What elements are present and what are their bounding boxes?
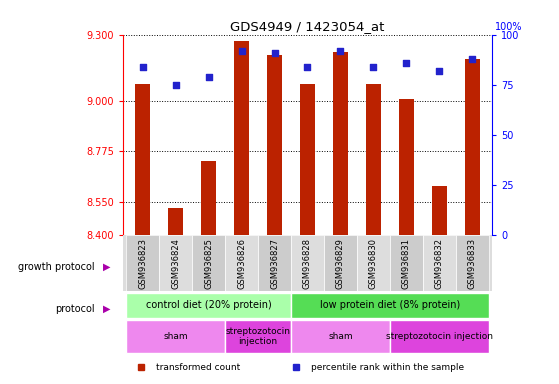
Point	[171, 81, 180, 88]
Bar	[366, 84, 381, 235]
Bar	[357, 235, 390, 291]
Point	[138, 63, 147, 70]
Point	[336, 48, 345, 54]
Bar	[225, 235, 258, 291]
Bar	[291, 235, 324, 291]
Bar	[168, 208, 183, 235]
Bar	[126, 293, 291, 318]
Text: GSM936830: GSM936830	[369, 238, 378, 289]
Text: ▶: ▶	[103, 304, 111, 314]
Text: GSM936826: GSM936826	[237, 238, 246, 289]
Bar	[126, 320, 225, 353]
Text: GSM936829: GSM936829	[336, 238, 345, 289]
Bar	[267, 55, 282, 235]
Text: GSM936827: GSM936827	[270, 238, 279, 289]
Point	[204, 74, 213, 80]
Text: protocol: protocol	[55, 304, 95, 314]
Bar	[135, 84, 150, 235]
Title: GDS4949 / 1423054_at: GDS4949 / 1423054_at	[230, 20, 385, 33]
Bar	[159, 235, 192, 291]
Text: low protein diet (8% protein): low protein diet (8% protein)	[320, 300, 460, 310]
Point	[402, 60, 411, 66]
Text: growth protocol: growth protocol	[18, 262, 95, 272]
Point	[435, 68, 444, 74]
Text: 100%: 100%	[495, 22, 522, 32]
Bar	[291, 320, 390, 353]
Bar	[456, 235, 489, 291]
Point	[468, 56, 477, 62]
Text: sham: sham	[163, 332, 188, 341]
Text: GSM936832: GSM936832	[435, 238, 444, 289]
Bar	[258, 235, 291, 291]
Bar	[300, 84, 315, 235]
Text: GSM936825: GSM936825	[204, 238, 213, 289]
Point	[237, 48, 246, 54]
Bar	[390, 320, 489, 353]
Text: GSM936831: GSM936831	[402, 238, 411, 289]
Bar	[192, 235, 225, 291]
Bar	[324, 235, 357, 291]
Bar	[126, 235, 159, 291]
Bar	[399, 99, 414, 235]
Text: GSM936833: GSM936833	[468, 238, 477, 289]
Bar	[432, 186, 447, 235]
Bar	[465, 59, 480, 235]
Text: sham: sham	[328, 332, 353, 341]
Text: control diet (20% protein): control diet (20% protein)	[146, 300, 272, 310]
Point	[369, 63, 378, 70]
Text: GSM936824: GSM936824	[171, 238, 180, 289]
Text: GSM936823: GSM936823	[138, 238, 147, 289]
Point	[303, 63, 312, 70]
Bar	[390, 235, 423, 291]
Text: GSM936828: GSM936828	[303, 238, 312, 289]
Text: streptozotocin
injection: streptozotocin injection	[225, 327, 291, 346]
Text: percentile rank within the sample: percentile rank within the sample	[311, 362, 465, 371]
Point	[270, 50, 279, 56]
Bar	[423, 235, 456, 291]
Text: transformed count: transformed count	[156, 362, 240, 371]
Bar	[291, 293, 489, 318]
Bar	[225, 320, 291, 353]
Text: streptozotocin injection: streptozotocin injection	[386, 332, 492, 341]
Bar	[333, 52, 348, 235]
Bar	[201, 161, 216, 235]
Bar	[234, 41, 249, 235]
Text: ▶: ▶	[103, 262, 111, 272]
